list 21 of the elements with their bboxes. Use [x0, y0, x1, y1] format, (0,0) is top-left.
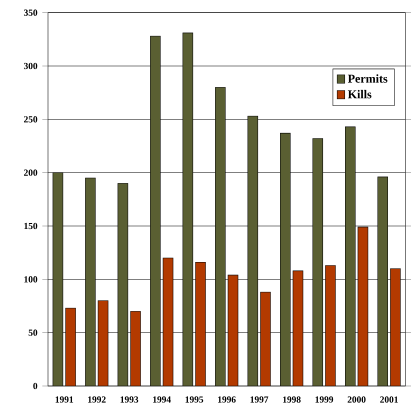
y-tick-label: 0 [33, 382, 38, 390]
x-tick-label: 1999 [316, 396, 334, 403]
y-tick-label: 250 [24, 116, 38, 122]
legend-label: Kills [348, 90, 372, 98]
x-tick-label: 1998 [283, 396, 301, 403]
x-tick-label: 1992 [88, 396, 106, 403]
legend-label: Permits [348, 74, 388, 83]
x-tick-label: 1995 [186, 396, 204, 403]
x-tick-label: 1991 [56, 396, 74, 403]
x-tick-label: 1993 [120, 396, 138, 403]
x-tick-label: 1997 [250, 396, 268, 403]
y-tick-label: 50 [28, 329, 38, 336]
y-tick-label: 350 [24, 9, 38, 16]
x-tick-label: 2000 [348, 396, 366, 403]
x-tick-label: 2001 [380, 396, 398, 403]
y-tick-label: 300 [24, 62, 38, 70]
x-tick-label: 1994 [153, 396, 171, 403]
y-tick-label: 100 [24, 276, 38, 282]
y-tick-label: 150 [24, 222, 38, 230]
x-tick-label: 1996 [218, 396, 236, 403]
y-tick-label: 200 [24, 169, 38, 176]
